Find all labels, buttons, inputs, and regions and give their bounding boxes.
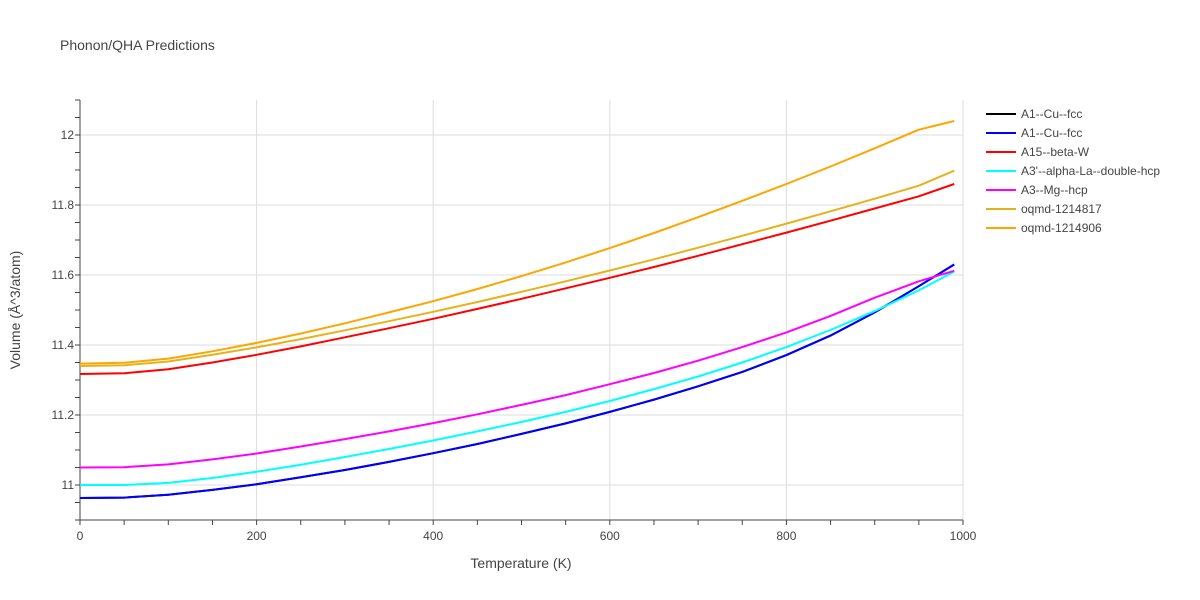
legend-label: A1--Cu--fcc [1021, 107, 1082, 121]
axes [75, 99, 964, 525]
legend-item-7[interactable]: oqmd-1214906 [986, 221, 1102, 235]
y-axis-title: Volume (Å^3/atom) [7, 251, 23, 370]
legend-label: oqmd-1214817 [1021, 202, 1102, 216]
legend-item-4[interactable]: A3'--alpha-La--double-hcp [986, 164, 1160, 178]
x-tick-label: 0 [77, 529, 84, 543]
legend-label: A15--beta-W [1021, 145, 1090, 159]
grid-lines [80, 100, 964, 520]
legend-item-3[interactable]: A15--beta-W [986, 145, 1090, 159]
y-tick-label: 11.2 [52, 408, 75, 422]
y-tick-label: 12 [61, 128, 75, 142]
legend-item-6[interactable]: oqmd-1214817 [986, 202, 1102, 216]
x-tick-label: 200 [247, 529, 267, 543]
series-line-6 [79, 169, 955, 367]
series-line-2 [79, 263, 955, 499]
tick-labels: 0 200 400 600 800 1000 11 11.2 11.4 11.6 11.8 12 [52, 128, 977, 543]
series-line-4 [80, 270, 955, 486]
legend-label: A3--Mg--hcp [1021, 183, 1088, 197]
legend-item-5[interactable]: A3--Mg--hcp [986, 183, 1088, 197]
legend[interactable]: A1--Cu--fcc A1--Cu--fcc A15--beta-W A3'--al… [986, 107, 1160, 235]
series-line-3 [79, 183, 955, 375]
legend-item-2[interactable]: A1--Cu--fcc [986, 126, 1082, 140]
chart-title: Phonon/QHA Predictions [60, 37, 215, 53]
y-tick-label: 11.4 [52, 338, 75, 352]
legend-label: A3'--alpha-La--double-hcp [1021, 164, 1160, 178]
y-tick-label: 11.6 [52, 268, 75, 282]
x-tick-label: 800 [776, 529, 796, 543]
legend-label: A1--Cu--fcc [1021, 126, 1082, 140]
series-line-5 [79, 269, 955, 469]
x-tick-label: 1000 [950, 529, 977, 543]
legend-item-1[interactable]: A1--Cu--fcc [986, 107, 1082, 121]
y-tick-label: 11 [62, 478, 75, 492]
series-line-7 [79, 120, 955, 365]
series-group [79, 120, 955, 499]
x-tick-label: 600 [600, 529, 620, 543]
legend-label: oqmd-1214906 [1021, 221, 1102, 235]
x-tick-label: 400 [423, 529, 443, 543]
y-tick-label: 11.8 [52, 198, 75, 212]
x-axis-title: Temperature (K) [470, 555, 571, 571]
